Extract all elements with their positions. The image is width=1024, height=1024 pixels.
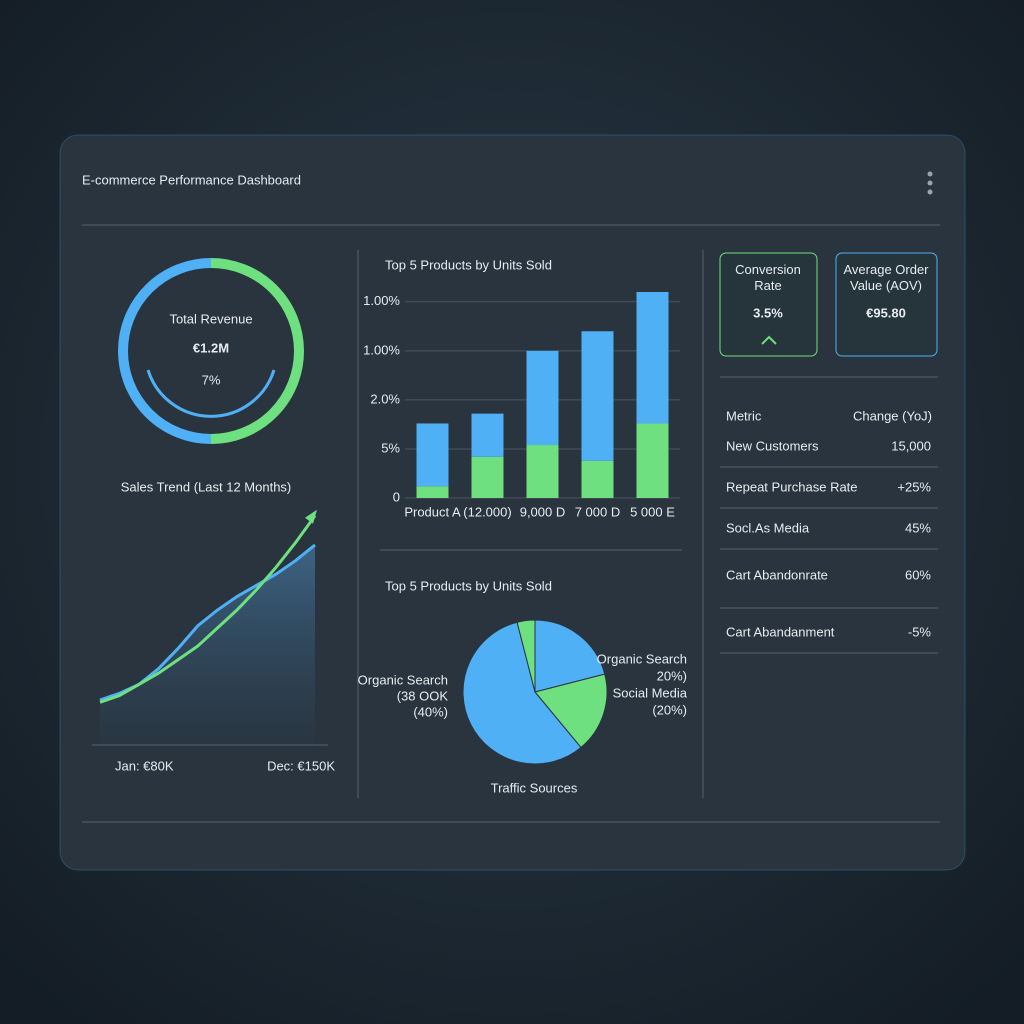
bar-segment (581, 460, 614, 498)
pie-caption: Traffic Sources (491, 780, 578, 795)
table-cell: 60% (905, 567, 931, 582)
table-cell: New Customers (726, 438, 819, 453)
revenue-label: Total Revenue (169, 311, 252, 326)
bar-segment (581, 331, 614, 461)
kpi-value: 3.5% (753, 305, 783, 320)
chart-title: Top 5 Products by Units Sold (385, 578, 552, 593)
table-header: Metric (726, 408, 762, 423)
menu-dot[interactable] (927, 180, 933, 186)
kpi-card (835, 252, 938, 357)
pie-label: (38 OOK (397, 688, 449, 703)
table-header: Change (YoJ) (853, 408, 932, 423)
bar-segment (526, 350, 559, 446)
ring-blue (118, 258, 212, 444)
menu-dot[interactable] (927, 171, 933, 177)
pie-label: (20%) (652, 702, 687, 717)
area (100, 544, 315, 745)
revenue-change: 7% (202, 372, 221, 387)
bar-segment (636, 423, 669, 498)
pie-slice (534, 619, 606, 693)
kpi-card (719, 252, 818, 357)
table-cell: Repeat Purchase Rate (726, 479, 858, 494)
title: E-commerce Performance Dashboard (82, 172, 301, 187)
y-tick-label: 0 (393, 489, 400, 504)
kpi-label-line: Conversion (735, 262, 801, 277)
table-cell: -5% (908, 624, 932, 639)
table-cell: Cart Abandanment (726, 624, 835, 639)
pie-label: (40%) (413, 704, 448, 719)
kpi-label: Average Order Value (AOV) (843, 262, 929, 293)
pie-slice (534, 673, 608, 749)
x-tick-label: 5 000 E (630, 504, 675, 519)
trend-line (99, 514, 317, 704)
ring-inner (146, 369, 276, 418)
kpi-label-line: Value (AOV) (850, 278, 922, 293)
table-cell: Cart Abandonrate (726, 567, 828, 582)
x-tick-label: (12.000) (463, 504, 511, 519)
revenue-value: €1.2M (193, 340, 229, 355)
kpi-label-line: Average Order (843, 262, 929, 277)
kpi-label-line: Rate (754, 278, 781, 293)
y-tick-label: 1.00% (363, 293, 400, 308)
x-tick-label: 9,000 D (520, 504, 566, 519)
pie-slice (462, 621, 582, 765)
ring-green (210, 258, 304, 444)
x-tick-label: Product A (404, 504, 461, 519)
bar-segment (636, 292, 669, 424)
y-tick-label: 1.00% (363, 342, 400, 357)
y-tick-label: 5% (381, 440, 400, 455)
pie-slice (516, 619, 536, 693)
bar-segment (416, 423, 449, 487)
pie-label: 20%) (657, 668, 687, 683)
table-cell: Socl.As Media (726, 520, 810, 535)
table-cell: 45% (905, 520, 931, 535)
pie-label: Organic Search (597, 651, 687, 666)
start-label: Jan: €80K (115, 758, 174, 773)
chart-title: Top 5 Products by Units Sold (385, 257, 552, 272)
kpi-label: Conversion Rate (735, 262, 801, 293)
pie-label: Organic Search (358, 672, 448, 687)
table-cell: +25% (897, 479, 931, 494)
bar-segment (416, 486, 449, 498)
end-label: Dec: €150K (267, 758, 335, 773)
arrow-head (305, 509, 317, 524)
bar-segment (471, 456, 504, 498)
kpi-value: €95.80 (866, 305, 906, 320)
up-arrow (761, 335, 777, 345)
y-tick-label: 2.0% (370, 391, 400, 406)
bar-segment (471, 413, 504, 457)
chart-title: Sales Trend (Last 12 Months) (121, 479, 292, 494)
pie-label: Social Media (613, 685, 688, 700)
menu-dot[interactable] (927, 189, 933, 195)
bar-segment (526, 445, 559, 498)
x-tick-label: 7 000 D (575, 504, 621, 519)
table-cell: 15,000 (891, 438, 931, 453)
